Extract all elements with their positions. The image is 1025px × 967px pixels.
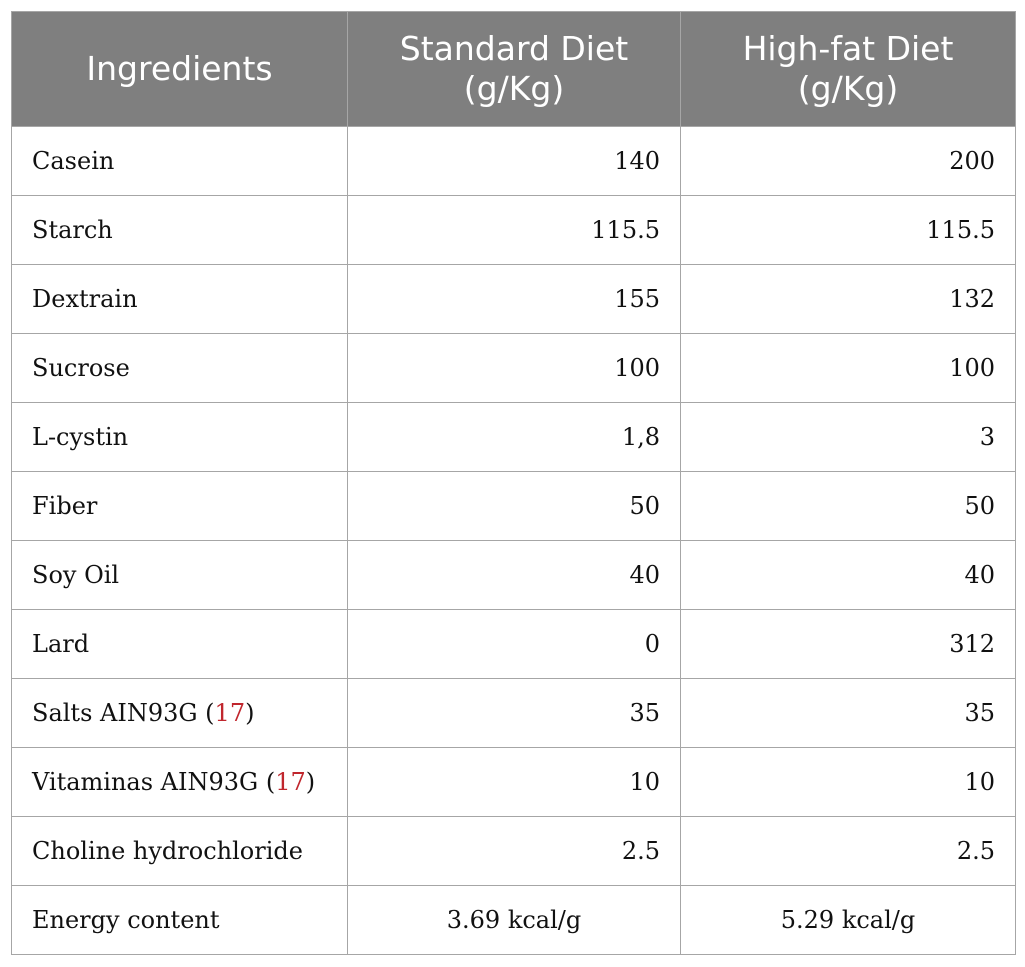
high-fat-value: 5.29 kcal/g <box>680 885 1016 955</box>
high-fat-value: 40 <box>680 540 1016 610</box>
table-row: Salts AIN93G (17) 35 35 <box>11 678 1016 748</box>
standard-value: 10 <box>347 747 681 817</box>
ingredient-name: Starch <box>11 195 348 265</box>
ingredient-name: Casein <box>11 126 348 196</box>
standard-value: 3.69 kcal/g <box>347 885 681 955</box>
standard-value: 40 <box>347 540 681 610</box>
ingredient-name: Lard <box>11 609 348 679</box>
header-standard-diet: Standard Diet (g/Kg) <box>347 11 681 127</box>
ingredient-name: Salts AIN93G <box>32 699 198 727</box>
header-row: Ingredients Standard Diet (g/Kg) High-fa… <box>11 11 1016 127</box>
header-ingredients-label: Ingredients <box>86 49 273 88</box>
table-row: Casein 140 200 <box>11 126 1016 196</box>
ingredient-name: Fiber <box>11 471 348 541</box>
high-fat-value: 50 <box>680 471 1016 541</box>
ingredient-name: Energy content <box>11 885 348 955</box>
table-row: Sucrose 100 100 <box>11 333 1016 403</box>
header-high-fat-diet-title: High-fat Diet <box>742 29 954 68</box>
table-row: Lard 0 312 <box>11 609 1016 679</box>
high-fat-value: 100 <box>680 333 1016 403</box>
high-fat-value: 3 <box>680 402 1016 472</box>
high-fat-value: 312 <box>680 609 1016 679</box>
table-row: Fiber 50 50 <box>11 471 1016 541</box>
standard-value: 100 <box>347 333 681 403</box>
standard-value: 0 <box>347 609 681 679</box>
table-row: Vitaminas AIN93G (17) 10 10 <box>11 747 1016 817</box>
table-row: Soy Oil 40 40 <box>11 540 1016 610</box>
header-standard-diet-unit: (g/Kg) <box>463 69 565 108</box>
table-row: Choline hydrochloride 2.5 2.5 <box>11 816 1016 886</box>
header-high-fat-diet: High-fat Diet (g/Kg) <box>680 11 1016 127</box>
standard-value: 35 <box>347 678 681 748</box>
standard-value: 140 <box>347 126 681 196</box>
header-standard-diet-title: Standard Diet <box>399 29 629 68</box>
citation-link[interactable]: 17 <box>275 768 306 796</box>
standard-value: 1,8 <box>347 402 681 472</box>
ingredient-name: Choline hydrochloride <box>11 816 348 886</box>
high-fat-value: 2.5 <box>680 816 1016 886</box>
standard-value: 115.5 <box>347 195 681 265</box>
table-body: Casein 140 200 Starch 115.5 115.5 Dextra… <box>11 126 1016 955</box>
high-fat-value: 10 <box>680 747 1016 817</box>
header-high-fat-diet-unit: (g/Kg) <box>797 69 899 108</box>
ingredient-name: Vitaminas AIN93G <box>32 768 259 796</box>
high-fat-value: 200 <box>680 126 1016 196</box>
ingredient-name: L-cystin <box>11 402 348 472</box>
high-fat-value: 132 <box>680 264 1016 334</box>
table-row: L-cystin 1,8 3 <box>11 402 1016 472</box>
table-row: Dextrain 155 132 <box>11 264 1016 334</box>
citation-link[interactable]: 17 <box>214 699 246 727</box>
diet-composition-table: Ingredients Standard Diet (g/Kg) High-fa… <box>11 11 1016 955</box>
ingredient-name: Dextrain <box>11 264 348 334</box>
high-fat-value: 115.5 <box>680 195 1016 265</box>
ingredient-name-cell: Vitaminas AIN93G (17) <box>11 747 348 817</box>
table-header: Ingredients Standard Diet (g/Kg) High-fa… <box>11 11 1016 127</box>
table-row-energy: Energy content 3.69 kcal/g 5.29 kcal/g <box>11 885 1016 955</box>
ingredient-name: Sucrose <box>11 333 348 403</box>
standard-value: 2.5 <box>347 816 681 886</box>
high-fat-value: 35 <box>680 678 1016 748</box>
ingredient-name: Soy Oil <box>11 540 348 610</box>
standard-value: 155 <box>347 264 681 334</box>
standard-value: 50 <box>347 471 681 541</box>
ingredient-name-cell: Salts AIN93G (17) <box>11 678 348 748</box>
header-ingredients: Ingredients <box>11 11 348 127</box>
table-row: Starch 115.5 115.5 <box>11 195 1016 265</box>
